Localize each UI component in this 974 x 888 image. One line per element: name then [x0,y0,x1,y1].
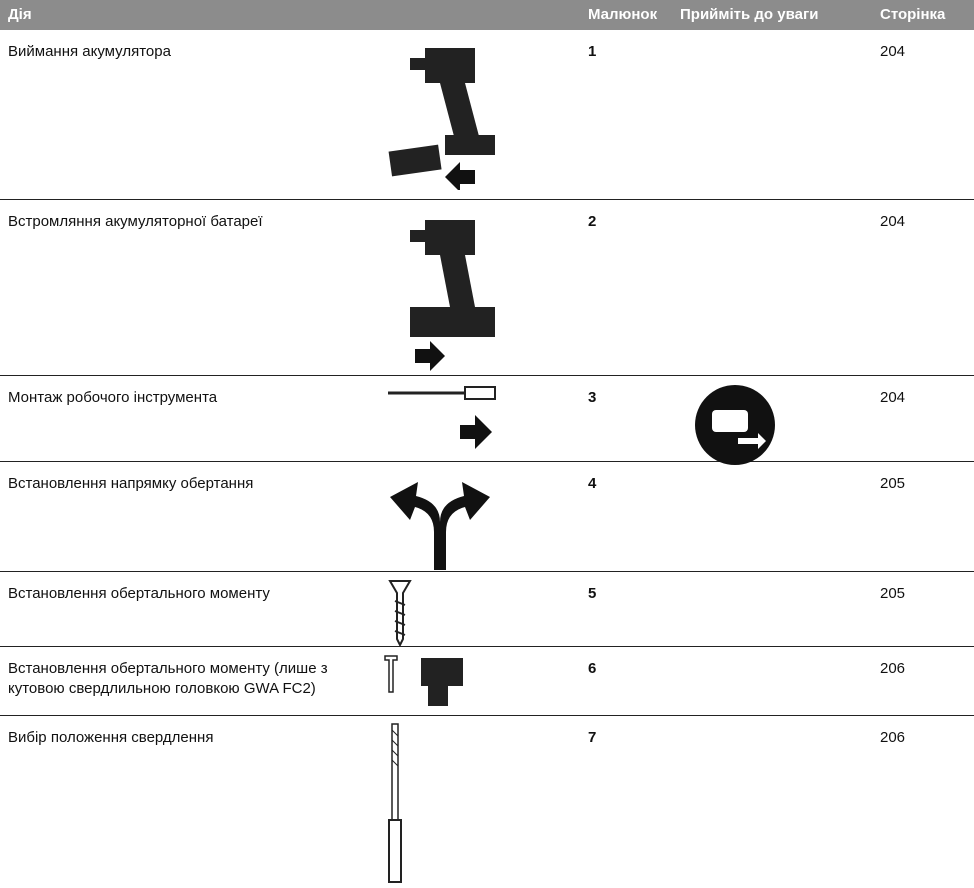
action-cell: Встановлення обертального моменту [8,585,270,602]
page-cell: 204 [880,43,906,60]
table-row: Встромляння акумуляторної батареї 2 204 [0,200,974,376]
table-row: Монтаж робочого інструмента 3 204 [0,376,974,462]
drill-battery-insert-icon [410,220,495,371]
table-header: Дія Малюнок Прийміть до уваги Сторінка [0,0,974,30]
table-row: Вибір положення свердлення 7 206 [0,716,974,887]
action-cell: Встромляння акумуляторної батареї [8,213,263,230]
column-header: Прийміть до уваги [680,6,819,23]
screw-icon [388,580,412,647]
remove-battery-notice-icon [695,385,775,465]
page-cell: 204 [880,389,906,406]
column-header: Малюнок [588,6,658,23]
table-row: Встановлення напрямку обертання 4 205 [0,462,974,572]
action-cell: Монтаж робочого інструмента [8,389,218,406]
page-cell: 205 [880,475,906,492]
page-cell: 205 [880,585,906,602]
page-cell: 206 [880,729,906,746]
figure-cell: 6 [588,660,597,677]
action-cell: Встановлення напрямку обертання [8,475,254,492]
bit-icon [388,386,496,449]
table-row: Виймання акумулятора 1 204 [0,30,974,200]
table-row: Встановлення обертального моменту 5 205 [0,572,974,647]
figure-cell: 5 [588,585,597,602]
figure-cell: 2 [588,213,597,230]
rotation-direction-icon [390,482,490,570]
page-cell: 204 [880,213,906,230]
action-cell: Вибір положення свердлення [8,729,214,746]
figure-cell: 4 [588,475,597,492]
action-cell: Виймання акумулятора [8,43,171,60]
angle-head-icon [384,655,463,706]
figure-cell: 1 [588,43,597,60]
table-row: Встановлення обертального моменту (лише … [0,647,974,716]
action-cell: Встановлення обертального моменту (лише … [8,660,328,697]
figure-cell: 7 [588,729,597,746]
figure-cell: 3 [588,389,597,406]
drill-bit-icon [388,723,402,883]
drill-battery-remove-icon [388,48,495,190]
page-cell: 206 [880,660,906,677]
column-header: Дія [8,6,32,23]
column-header: Сторінка [880,6,946,23]
